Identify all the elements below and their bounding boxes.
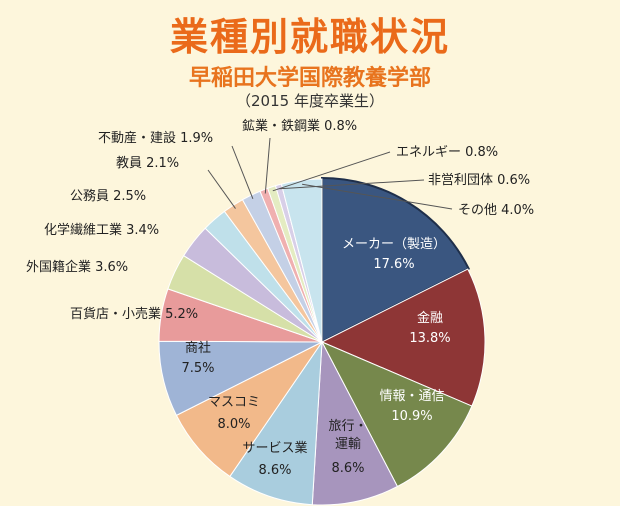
slice-label-12: 不動産・建設 1.9% [98,130,213,146]
leader-line-14 [272,151,391,192]
slice-label-4-name: サービス業 [242,440,307,456]
slice-label-15: 非営利団体 0.6% [428,173,530,188]
pie-slice-3 [311,340,399,506]
slice-label-16: その他 4.0% [458,203,534,218]
slice-label-4-value: 8.6% [258,463,291,478]
slice-label-0-name: メーカー（製造） [342,237,446,252]
slice-label-5-value: 8.0% [217,417,250,432]
slice-label-6-value: 7.5% [181,361,214,376]
slice-label-1-value: 13.8% [409,331,450,346]
slice-label-3-name: 運輸 [335,437,361,452]
slice-label-9: 化学繊維工業 3.4% [44,222,159,238]
slice-label-14: エネルギー 0.8% [396,145,498,160]
leader-line-15 [279,179,425,190]
pie-slice-2 [320,340,473,488]
pie-slice-1 [320,268,486,407]
slice-label-3-value: 8.6% [331,461,364,476]
slice-label-0-value: 17.6% [373,257,414,272]
leader-line-16 [302,183,453,210]
slice-label-10: 公務員 2.5% [70,189,146,204]
leader-line-12 [231,145,254,199]
slice-label-6-name: 商社 [185,340,211,356]
leader-line-11 [207,169,236,209]
pie-slice-4 [229,340,323,506]
slice-label-11: 教員 2.1% [116,155,179,171]
slice-label-5-name: マスコミ [208,395,260,410]
leader-line-13 [264,137,271,194]
chart-note: （2015 年度卒業生） [236,92,384,110]
slice-label-1-name: 金融 [417,310,443,326]
slice-label-3-name: 旅行・ [328,419,367,434]
pie-slice-0 [321,176,471,344]
slice-label-13: 鉱業・鉄鋼業 0.8% [242,118,357,134]
chart-subtitle: 早稲田大学国際教養学部 [188,66,431,91]
slice-label-2-value: 10.9% [391,409,432,424]
chart-title: 業種別就職状況 [169,15,450,59]
pie-slice-16 [280,178,323,343]
slice-label-2-name: 情報・通信 [379,389,444,404]
slice-label-8: 外国籍企業 3.6% [26,259,128,275]
slice-label-7: 百貨店・小売業 5.2% [70,306,198,322]
